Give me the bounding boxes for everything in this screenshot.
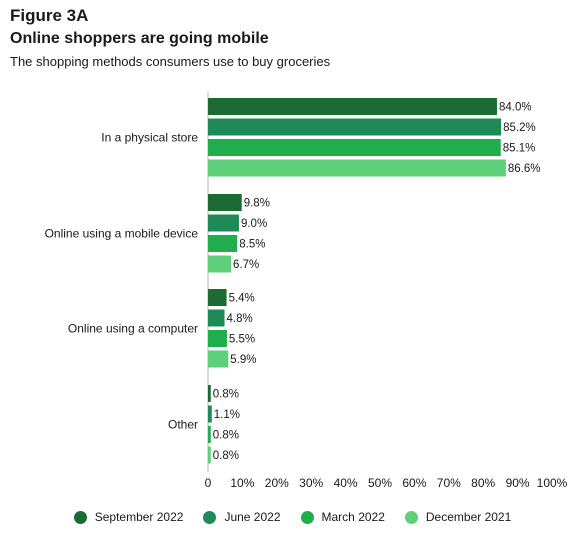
- bar: [208, 446, 211, 464]
- bar: [208, 194, 242, 211]
- legend-label: December 2021: [425, 510, 512, 524]
- data-label: 1.1%: [214, 409, 240, 421]
- category-label: In a physical store: [101, 130, 198, 144]
- chart-title: Online shoppers are going mobile: [10, 30, 269, 47]
- legend-swatch: [404, 510, 418, 524]
- data-label: 0.8%: [213, 450, 239, 462]
- data-label: 4.8%: [227, 313, 253, 325]
- data-label: 85.1%: [503, 143, 536, 155]
- legend-item-september-2022: September 2022: [73, 510, 184, 524]
- bar: [208, 309, 225, 327]
- x-tick-label: 100%: [537, 476, 568, 490]
- figure-label: Figure 3A: [10, 6, 89, 25]
- legend-item-march-2022: March 2022: [300, 510, 385, 524]
- bar: [208, 214, 239, 232]
- data-label: 5.4%: [229, 293, 255, 305]
- bar: [208, 255, 232, 273]
- bar: [208, 235, 238, 252]
- data-label: 9.0%: [241, 218, 267, 230]
- data-label: 86.6%: [508, 163, 541, 175]
- data-label: 5.5%: [229, 334, 255, 346]
- category-label: Online using a computer: [68, 321, 198, 335]
- x-tick-label: 30%: [299, 476, 323, 490]
- chart-legend: September 2022 June 2022 March 2022 Dece…: [0, 510, 585, 524]
- legend-swatch: [73, 510, 87, 524]
- data-label: 9.8%: [244, 198, 270, 210]
- bar-chart: In a physical store 84.0% 85.2% 85.1% 86.6% O…: [45, 92, 568, 490]
- data-label: 84.0%: [499, 102, 532, 114]
- x-tick-label: 10%: [230, 476, 254, 490]
- bar: [208, 139, 501, 156]
- bar: [208, 118, 502, 136]
- data-label: 8.5%: [239, 239, 265, 251]
- x-tick-label: 0: [205, 476, 212, 490]
- data-label: 5.9%: [230, 354, 256, 366]
- x-tick-label: 70%: [437, 476, 461, 490]
- bar: [208, 289, 227, 306]
- bar: [208, 405, 212, 423]
- data-label: 0.8%: [213, 389, 239, 401]
- data-label: 6.7%: [233, 259, 259, 271]
- bar: [208, 98, 497, 115]
- bar: [208, 426, 211, 443]
- category-label: Online using a mobile device: [45, 226, 199, 240]
- x-tick-label: 50%: [368, 476, 392, 490]
- bar: [208, 385, 211, 402]
- legend-swatch: [300, 510, 314, 524]
- data-label: 0.8%: [213, 430, 239, 442]
- legend-item-december-2021: December 2021: [404, 510, 512, 524]
- legend-swatch: [203, 510, 217, 524]
- legend-label: September 2022: [94, 510, 184, 524]
- legend-label: June 2022: [224, 510, 281, 524]
- x-tick-label: 90%: [506, 476, 530, 490]
- bar: [208, 330, 227, 347]
- bar: [208, 159, 506, 177]
- x-tick-label: 60%: [402, 476, 426, 490]
- legend-label: March 2022: [321, 510, 385, 524]
- x-tick-label: 80%: [471, 476, 495, 490]
- x-tick-label: 20%: [265, 476, 289, 490]
- chart-subtitle: The shopping methods consumers use to bu…: [10, 54, 331, 69]
- bar: [208, 350, 229, 368]
- category-label: Other: [168, 417, 198, 431]
- x-tick-label: 40%: [334, 476, 358, 490]
- legend-item-june-2022: June 2022: [203, 510, 281, 524]
- data-label: 85.2%: [503, 122, 536, 134]
